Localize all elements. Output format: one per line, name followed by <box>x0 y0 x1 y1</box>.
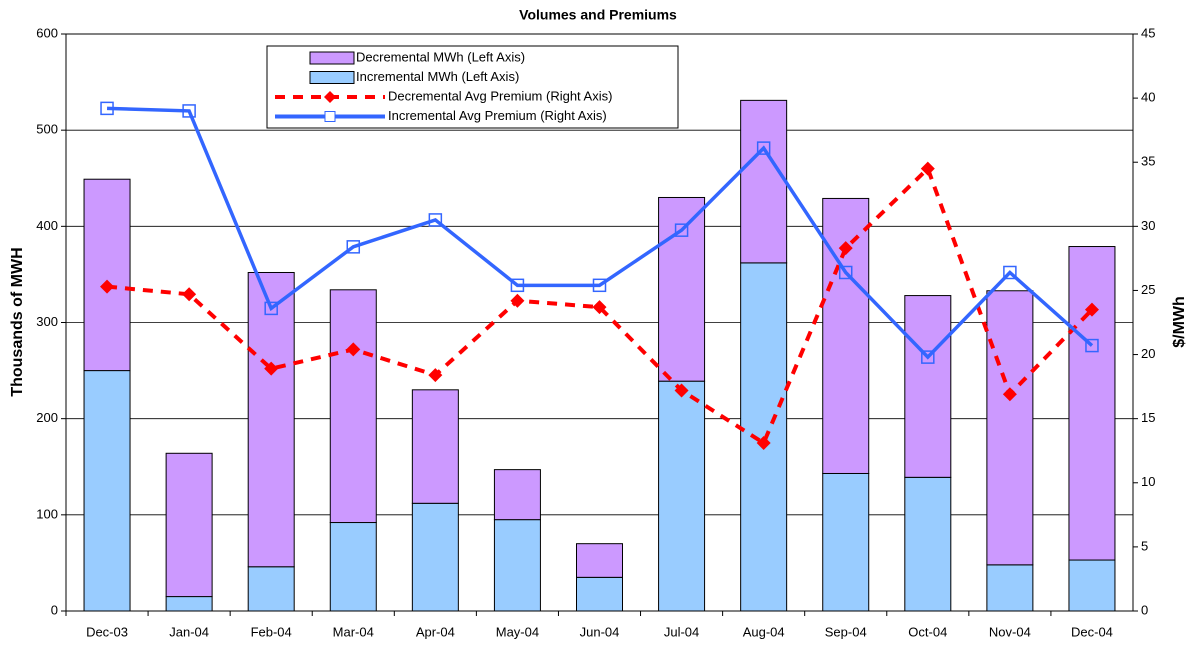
line <box>106 106 1094 360</box>
bar <box>83 370 131 612</box>
bar <box>493 469 541 521</box>
marker <box>428 213 443 227</box>
bar <box>165 596 213 612</box>
bar <box>165 452 213 598</box>
bar <box>247 566 295 612</box>
marker <box>1002 387 1017 402</box>
y-tick-label: 100 <box>36 506 58 521</box>
marker <box>346 240 361 254</box>
marker <box>920 161 935 176</box>
bar <box>740 99 788 264</box>
y2-tick-label: 0 <box>1141 602 1148 617</box>
x-tick-label: Dec-03 <box>86 624 128 639</box>
y-tick-label: 200 <box>36 410 58 425</box>
y2-tick-label: 30 <box>1141 218 1155 233</box>
y-tick-label: 500 <box>36 122 58 137</box>
marker <box>100 101 114 116</box>
y2-axis-label: $/MWh <box>1171 296 1188 348</box>
y2-tick-label: 35 <box>1141 154 1155 169</box>
bar <box>658 196 706 382</box>
bar <box>329 522 377 612</box>
marker <box>921 350 935 364</box>
marker <box>1085 338 1099 353</box>
x-tick-label: Oct-04 <box>908 624 947 639</box>
bar <box>247 271 295 568</box>
plot-frame <box>65 33 1134 612</box>
bar <box>493 519 541 612</box>
bar <box>576 543 623 578</box>
legend-label: Incremental MWh (Left Axis) <box>356 69 519 84</box>
y2-tick-label: 5 <box>1141 538 1148 553</box>
bar <box>1068 246 1116 561</box>
bar <box>986 564 1034 612</box>
marker <box>182 287 197 302</box>
x-tick-label: Nov-04 <box>989 624 1031 639</box>
bar <box>1068 559 1116 612</box>
marker <box>1084 302 1099 317</box>
legend-marker <box>324 91 336 103</box>
marker <box>756 141 771 155</box>
marker <box>182 104 196 118</box>
marker <box>346 342 361 357</box>
bar <box>904 295 952 478</box>
chart-title: Volumes and Premiums <box>519 7 677 23</box>
y2-tick-label: 10 <box>1141 474 1155 489</box>
y2-tick-label: 20 <box>1141 346 1155 361</box>
marker <box>674 383 689 398</box>
y2-tick-label: 25 <box>1141 282 1155 297</box>
legend-marker <box>324 111 336 122</box>
y-axis-label: Thousands of MWH <box>9 247 26 396</box>
bar <box>904 476 952 612</box>
marker <box>756 436 771 451</box>
y-tick-label: 600 <box>36 25 58 40</box>
bar <box>986 290 1034 566</box>
x-tick-label: Dec-04 <box>1071 624 1113 639</box>
y2-tick-label: 40 <box>1141 90 1155 105</box>
marker <box>428 368 443 383</box>
x-tick-label: Apr-04 <box>416 624 455 639</box>
x-tick-label: Jan-04 <box>169 624 209 639</box>
y-tick-label: 0 <box>51 602 58 617</box>
marker <box>264 301 278 316</box>
marker <box>838 241 853 256</box>
x-tick-label: Feb-04 <box>251 624 292 639</box>
y2-tick-label: 45 <box>1141 25 1155 40</box>
bar <box>411 389 459 504</box>
bar <box>822 197 870 474</box>
bar <box>411 502 459 612</box>
bar <box>576 576 623 612</box>
marker <box>838 265 853 280</box>
x-tick-label: Jun-04 <box>580 624 620 639</box>
marker <box>674 223 689 237</box>
bar <box>658 380 706 612</box>
x-tick-label: Aug-04 <box>743 624 785 639</box>
bar <box>83 178 131 372</box>
marker <box>100 279 115 294</box>
x-tick-label: Sep-04 <box>825 624 867 639</box>
legend-label: Decremental Avg Premium (Right Axis) <box>388 88 612 103</box>
x-tick-label: Jul-04 <box>664 624 699 639</box>
y-tick-label: 400 <box>36 218 58 233</box>
bar <box>822 472 870 612</box>
bar <box>329 289 377 524</box>
marker <box>592 278 607 293</box>
marker <box>510 293 525 308</box>
marker <box>1003 265 1017 280</box>
marker <box>592 300 607 315</box>
marker <box>264 361 279 376</box>
y-tick-label: 300 <box>36 314 58 329</box>
legend-swatch <box>309 51 355 65</box>
legend-swatch <box>309 71 355 84</box>
marker <box>510 278 525 293</box>
y2-tick-label: 15 <box>1141 410 1155 425</box>
x-tick-label: Mar-04 <box>333 624 374 639</box>
x-tick-label: May-04 <box>496 624 539 639</box>
legend-label: Decremental MWh (Left Axis) <box>356 49 525 64</box>
legend-label: Incremental Avg Premium (Right Axis) <box>388 108 607 123</box>
